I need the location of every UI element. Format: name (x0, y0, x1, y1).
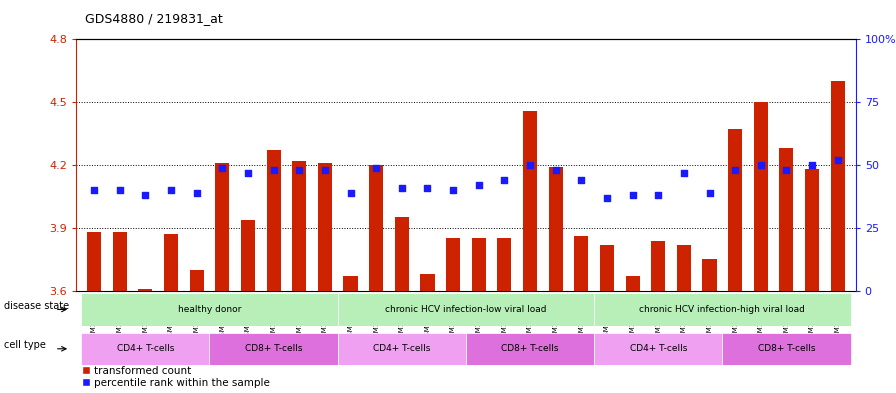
Point (625, 192, 640, 198)
Point (292, 167, 306, 173)
Bar (754, 102, 768, 291)
Bar (676, 245, 691, 291)
Point (728, 167, 742, 173)
Bar (548, 167, 563, 291)
Point (676, 169, 691, 176)
Point (805, 162, 819, 168)
Bar (113, 232, 127, 291)
Text: chronic HCV infection-high viral load: chronic HCV infection-high viral load (640, 305, 806, 314)
Bar (338, 294, 594, 325)
Text: CD4+ T-cells: CD4+ T-cells (373, 344, 430, 353)
Point (548, 167, 563, 173)
Point (87, 187, 101, 193)
Bar (523, 110, 537, 291)
Bar (600, 245, 614, 291)
Bar (369, 165, 383, 291)
Point (831, 157, 845, 163)
Point (471, 182, 486, 188)
Bar (210, 333, 338, 365)
Bar (805, 169, 819, 291)
Text: CD4+ T-cells: CD4+ T-cells (116, 344, 174, 353)
Point (394, 185, 409, 191)
Bar (574, 236, 589, 291)
Bar (625, 276, 640, 291)
Point (241, 169, 255, 176)
Point (446, 187, 461, 193)
Bar (497, 239, 512, 291)
Bar (831, 81, 845, 291)
Bar (266, 151, 280, 291)
Bar (728, 129, 742, 291)
Bar (318, 163, 332, 291)
Point (599, 195, 614, 201)
Bar (82, 294, 338, 325)
Bar (338, 333, 466, 365)
Point (138, 192, 152, 198)
Bar (87, 232, 101, 291)
Text: cell type: cell type (4, 340, 46, 351)
Text: CD8+ T-cells: CD8+ T-cells (501, 344, 559, 353)
Text: CD8+ T-cells: CD8+ T-cells (758, 344, 815, 353)
Legend: transformed count, percentile rank within the sample: transformed count, percentile rank withi… (82, 366, 270, 388)
Bar (780, 148, 794, 291)
Point (420, 185, 435, 191)
Point (651, 192, 666, 198)
Bar (594, 333, 722, 365)
Point (164, 187, 178, 193)
Text: CD8+ T-cells: CD8+ T-cells (245, 344, 302, 353)
Bar (594, 294, 850, 325)
Point (343, 189, 358, 196)
Bar (651, 241, 666, 291)
Point (318, 167, 332, 173)
Point (574, 177, 589, 183)
Bar (215, 163, 229, 291)
Bar (395, 217, 409, 291)
Text: CD4+ T-cells: CD4+ T-cells (630, 344, 687, 353)
Text: healthy donor: healthy donor (177, 305, 241, 314)
Bar (420, 274, 435, 291)
Point (780, 167, 794, 173)
Point (523, 162, 538, 168)
Point (369, 164, 383, 171)
Bar (190, 270, 203, 291)
Point (266, 167, 280, 173)
Bar (138, 289, 152, 291)
Point (215, 164, 229, 171)
Bar (446, 239, 461, 291)
Point (113, 187, 127, 193)
Point (190, 189, 204, 196)
Text: GDS4880 / 219831_at: GDS4880 / 219831_at (85, 12, 223, 25)
Bar (471, 239, 486, 291)
Point (702, 189, 717, 196)
Bar (292, 161, 306, 291)
Bar (702, 259, 717, 291)
Bar (722, 333, 850, 365)
Bar (343, 276, 358, 291)
Bar (164, 234, 178, 291)
Point (497, 177, 512, 183)
Bar (241, 220, 255, 291)
Bar (82, 333, 210, 365)
Text: chronic HCV infection-low viral load: chronic HCV infection-low viral load (385, 305, 547, 314)
Text: disease state: disease state (4, 301, 69, 311)
Point (754, 162, 768, 168)
Bar (466, 333, 594, 365)
